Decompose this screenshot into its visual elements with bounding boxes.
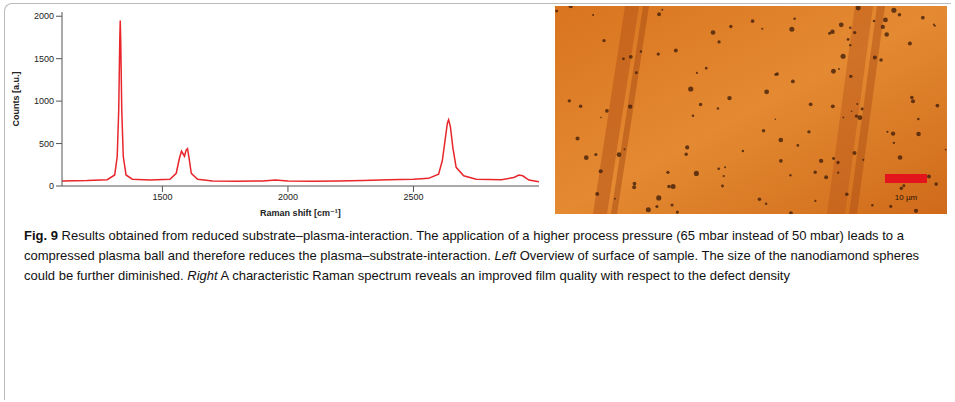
- svg-text:0: 0: [49, 181, 54, 191]
- html-text:Fig. 9 Results obtained from r: Fig. 9 Results obtained from reduced sub…: [24, 228, 920, 283]
- svg-text:2000: 2000: [34, 11, 54, 21]
- svg-text:Counts [a.u.]: Counts [a.u.]: [11, 72, 21, 127]
- svg-text:1000: 1000: [34, 96, 54, 106]
- svg-text:10 µm: 10 µm: [895, 193, 918, 202]
- svg-text:1500: 1500: [34, 54, 54, 64]
- svg-text:2000: 2000: [278, 192, 298, 202]
- svg-text:Raman shift [cm⁻¹]: Raman shift [cm⁻¹]: [260, 208, 341, 218]
- svg-text:1500: 1500: [152, 192, 172, 202]
- svg-text:500: 500: [39, 139, 54, 149]
- svg-text:2500: 2500: [403, 192, 423, 202]
